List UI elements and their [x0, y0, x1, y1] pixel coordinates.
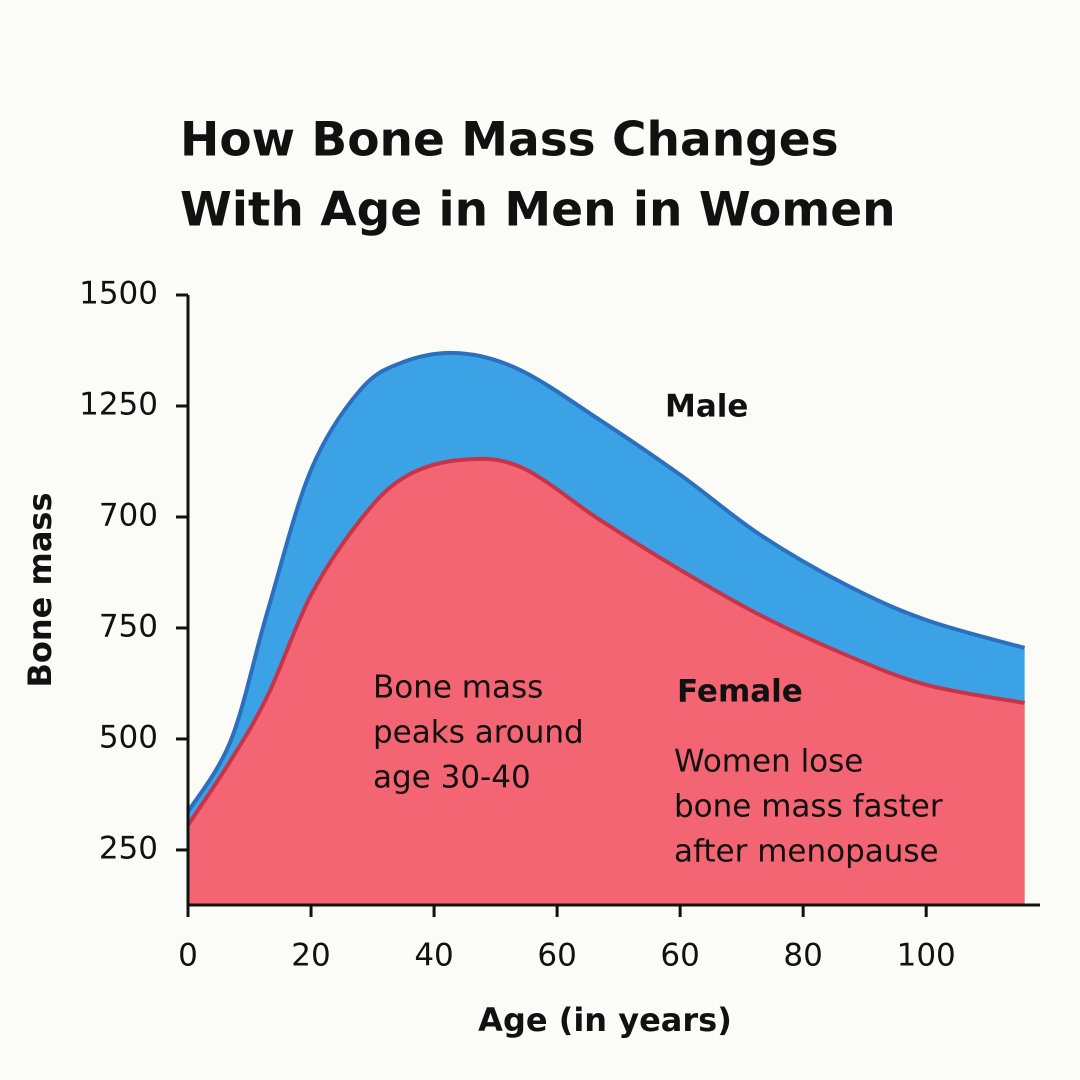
- annotation: after menopause: [674, 834, 939, 870]
- annotation: Women lose: [674, 744, 863, 780]
- series-label: Male: [665, 389, 748, 425]
- x-tick-label: 100: [897, 938, 956, 974]
- annotation: age 30-40: [373, 760, 531, 796]
- y-tick-label: 500: [99, 719, 158, 755]
- x-tick-label: 60: [660, 938, 699, 974]
- x-axis-label: Age (in years): [478, 1001, 732, 1039]
- chart-title: How Bone Mass Changes: [180, 113, 839, 168]
- area: [188, 458, 1025, 905]
- y-axis-label: Bone mass: [21, 492, 59, 687]
- y-tick-label: 250: [99, 830, 158, 866]
- annotation: bone mass faster: [674, 789, 943, 825]
- x-tick-label: 80: [783, 938, 822, 974]
- chart-title: With Age in Men in Women: [180, 183, 896, 238]
- series-label: Female: [677, 674, 803, 710]
- annotation: Bone mass: [373, 670, 543, 706]
- y-tick-label: 1250: [79, 386, 158, 422]
- x-tick-label: 20: [291, 938, 330, 974]
- y-tick-label: 750: [99, 608, 158, 644]
- area-outline: [186, 456, 1025, 827]
- x-tick-label: 40: [414, 938, 453, 974]
- x-tick-label: 0: [178, 938, 198, 974]
- area-outline: [186, 350, 1026, 813]
- y-tick-label: 700: [99, 497, 158, 533]
- annotation: peaks around: [373, 715, 584, 751]
- y-tick-label: 1500: [79, 276, 158, 312]
- x-tick-label: 60: [537, 938, 576, 974]
